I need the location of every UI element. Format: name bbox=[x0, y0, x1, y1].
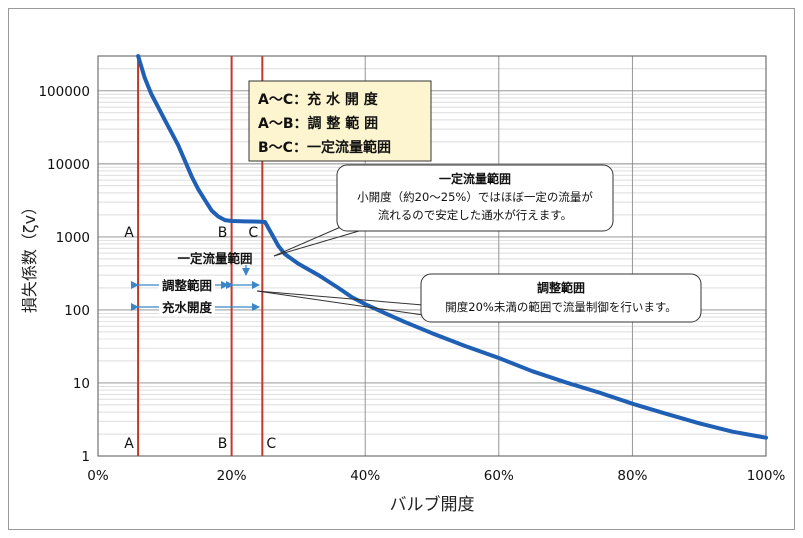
x-tick-label: 100% bbox=[747, 468, 786, 484]
chart-frame: A A B B C C 0% 20% 40% 60% 80% 100% 1 10 100 1000 1000… bbox=[8, 8, 795, 530]
x-tick-labels: 0% 20% 40% 60% 80% 100% bbox=[87, 468, 785, 484]
marker-label-bottom: A bbox=[124, 436, 134, 452]
marker-label-top: A bbox=[124, 225, 134, 241]
x-tick-label: 60% bbox=[484, 468, 514, 484]
x-tick-label: 20% bbox=[217, 468, 247, 484]
legend-line: A〜B：調 整 範 囲 bbox=[258, 115, 378, 132]
marker-lines: A A B B C C bbox=[124, 56, 276, 456]
callout-text: 流れるので安定した通水が行えます。 bbox=[378, 208, 572, 222]
y-tick-label: 10000 bbox=[47, 157, 90, 173]
marker-label-top: B bbox=[218, 225, 228, 241]
marker-label-top: C bbox=[248, 225, 258, 241]
legend-line: B〜C：一定流量範囲 bbox=[258, 139, 391, 156]
x-axis-label: バルブ開度 bbox=[390, 494, 475, 515]
callout-text: 小開度（約20〜25%）ではほぼ一定の流量が bbox=[357, 190, 593, 204]
y-axis-label: 損失係数（ζv） bbox=[20, 199, 39, 313]
y-tick-labels: 1 10 100 1000 10000 100000 bbox=[38, 84, 90, 465]
y-tick-label: 1 bbox=[81, 449, 90, 465]
callout-text: 開度20%未満の範囲で流量制御を行います。 bbox=[445, 300, 676, 314]
loss-coefficient-curve bbox=[136, 54, 768, 440]
legend-box: A〜C：充 水 開 度 A〜B：調 整 範 囲 B〜C：一定流量範囲 bbox=[248, 80, 432, 162]
callout-title: 一定流量範囲 bbox=[439, 171, 511, 186]
marker-label-bottom: B bbox=[218, 436, 228, 452]
plot-area bbox=[97, 55, 767, 457]
fill-opening-label: 充水開度 bbox=[162, 300, 213, 315]
legend-line: A〜C：充 水 開 度 bbox=[258, 91, 379, 108]
x-tick-label: 80% bbox=[617, 468, 647, 484]
y-tick-label: 10 bbox=[73, 376, 90, 392]
y-tick-label: 100 bbox=[64, 303, 90, 319]
callout-constant-flow: 一定流量範囲 小開度（約20〜25%）ではほぼ一定の流量が 流れるので安定した通… bbox=[273, 164, 614, 257]
callout-adjust-range: 調整範囲 開度20%未満の範囲で流量制御を行います。 bbox=[256, 273, 702, 323]
y-tick-label: 100000 bbox=[38, 84, 90, 100]
adjust-range-label: 調整範囲 bbox=[162, 278, 212, 293]
x-tick-label: 40% bbox=[350, 468, 380, 484]
marker-label-bottom: C bbox=[266, 436, 276, 452]
range-annotations: 一定流量範囲 調整範囲 充水開度 bbox=[131, 251, 260, 315]
y-tick-label: 1000 bbox=[56, 230, 90, 246]
constant-flow-range-label: 一定流量範囲 bbox=[177, 251, 252, 266]
valve-loss-chart: A A B B C C 0% 20% 40% 60% 80% 100% 1 10 100 1000 1000… bbox=[20, 54, 785, 515]
callout-title: 調整範囲 bbox=[537, 280, 585, 295]
x-tick-label: 0% bbox=[87, 468, 109, 484]
